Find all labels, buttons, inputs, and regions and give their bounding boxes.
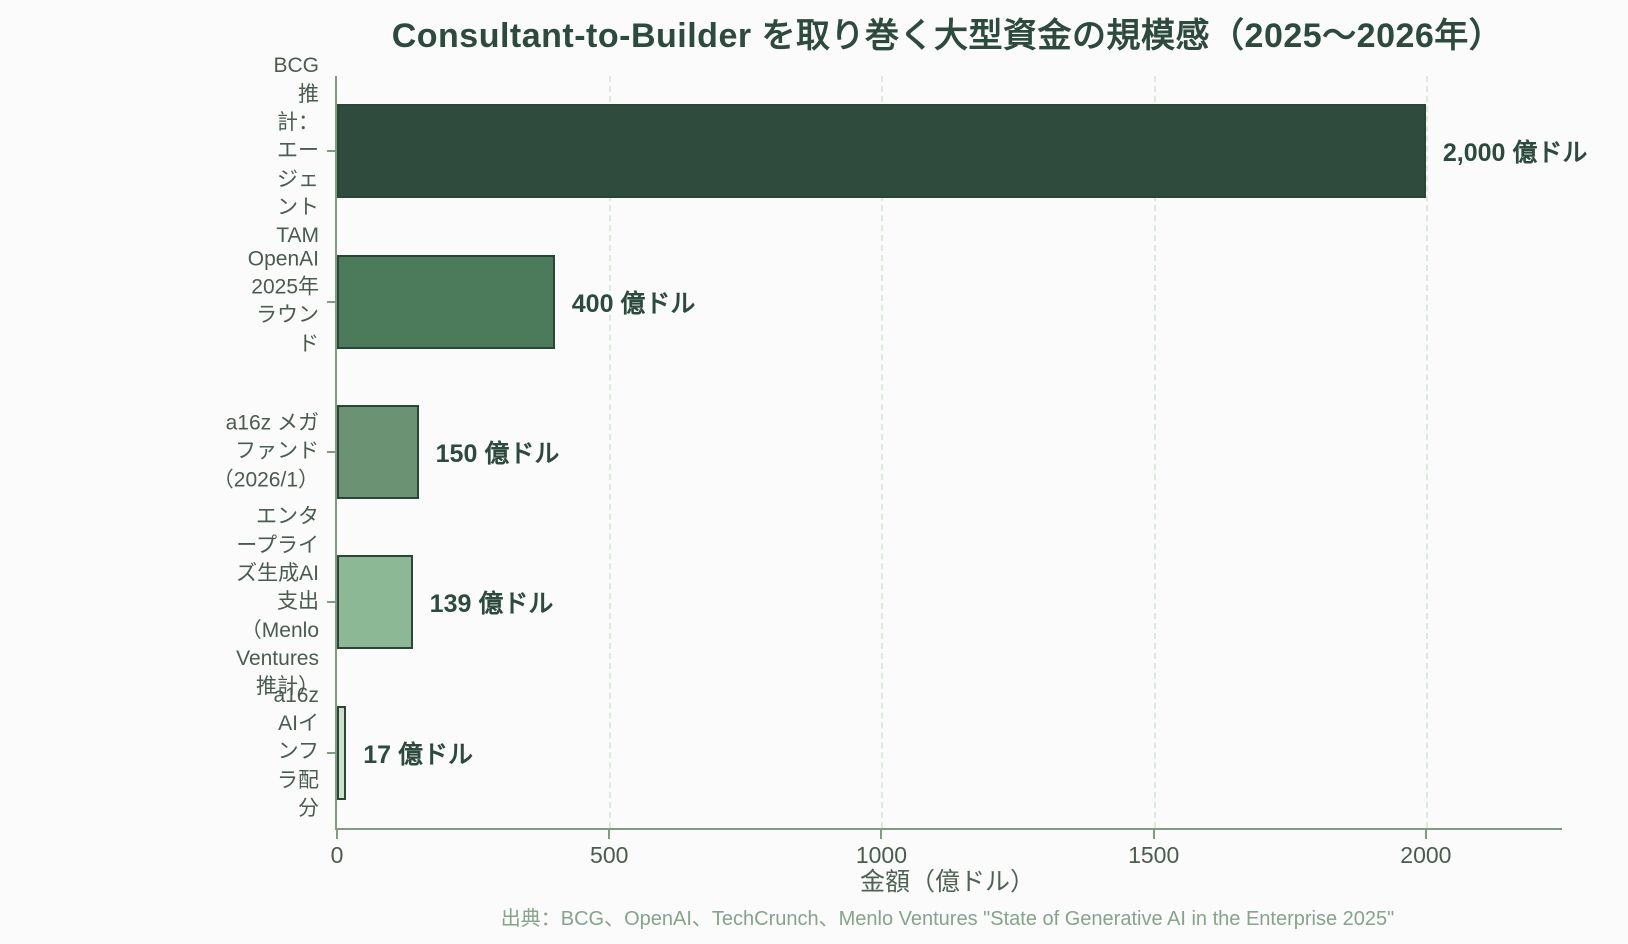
- x-tick-label: 1000: [855, 842, 908, 868]
- y-tick-mark: [327, 150, 335, 153]
- x-tick-mark: [1152, 830, 1155, 839]
- bar-value-label: 400 億ドル: [571, 289, 696, 318]
- x-tick-label: 2000: [1400, 842, 1452, 868]
- plot-area: 0 500 1000 1500 2000 BCG推計：エージェントTAM 2,000 億ドル…: [213, 54, 1588, 868]
- y-tick-mark: [327, 451, 335, 453]
- bar: [337, 555, 413, 650]
- x-tick-mark: [1424, 830, 1427, 839]
- category-label: BCG推計：エージェントTAM: [273, 53, 319, 248]
- bar-value-label: 2,000 億ドル: [1442, 139, 1588, 168]
- x-tick-label: 0: [330, 842, 344, 868]
- gridline: [1153, 76, 1156, 828]
- x-tick-mark: [880, 830, 883, 839]
- x-tick-label: 500: [590, 842, 629, 868]
- y-tick-mark: [327, 601, 335, 604]
- category-label: a16z AIインフラ配分: [273, 683, 319, 821]
- bar: [337, 104, 1426, 199]
- gridline: [881, 76, 884, 828]
- source-note: 出典：BCG、OpenAI、TechCrunch、Menlo Ventures …: [500, 908, 1395, 930]
- category-label: エンタープライズ生成AI支出 （Menlo Ventures 推計）: [236, 505, 319, 699]
- bar-value-label: 139 億ドル: [429, 590, 554, 619]
- chart-title: Consultant-to-Builder を取り巻く大型資金の規模感（2025…: [391, 17, 1504, 55]
- bar-value-label: 150 億ドル: [435, 440, 560, 468]
- bar-value-label: 17 億ドル: [363, 740, 474, 769]
- category-label: OpenAI 2025年ラウンド: [247, 246, 319, 355]
- x-tick-mark: [608, 830, 611, 839]
- bar: [337, 405, 419, 499]
- x-tick-mark: [336, 830, 338, 839]
- category-label: a16z メガファンド（2026/1）: [212, 411, 319, 492]
- x-tick-label: 1500: [1128, 842, 1180, 868]
- y-tick-mark: [327, 751, 335, 754]
- gridline: [609, 76, 612, 828]
- gridline: [1425, 76, 1428, 828]
- bar: [337, 705, 347, 800]
- x-axis-label: 金額（億ドル）: [859, 868, 1035, 896]
- bar: [337, 254, 555, 349]
- y-tick-mark: [327, 300, 335, 303]
